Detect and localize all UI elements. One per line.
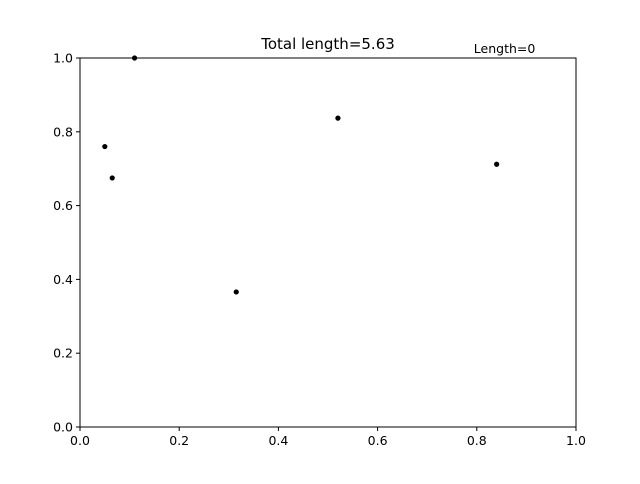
y-tick-label: 0.4 — [53, 272, 73, 287]
chart-title: Total length=5.63 — [260, 35, 395, 53]
data-point — [102, 143, 108, 150]
data-point — [233, 289, 239, 295]
y-tick-label: 0.2 — [53, 346, 73, 361]
data-point — [109, 175, 115, 181]
x-tick-label: 0.2 — [169, 433, 189, 448]
y-tick-label: 0.0 — [53, 420, 73, 435]
data-point — [335, 115, 341, 121]
length-annotation: Length=0 — [474, 41, 536, 56]
y-tick-label: 0.6 — [53, 198, 73, 213]
x-tick-label: 0.0 — [70, 433, 90, 448]
y-tick-label: 1.0 — [53, 51, 73, 66]
y-tick-label: 0.8 — [53, 124, 73, 139]
x-tick-label: 0.6 — [368, 433, 388, 448]
x-tick-label: 0.4 — [268, 433, 288, 448]
data-points — [102, 55, 500, 295]
x-tick-label: 1.0 — [566, 433, 586, 448]
data-point — [494, 161, 500, 167]
x-tick-label: 0.8 — [467, 433, 487, 448]
plot-area — [80, 58, 576, 427]
axis-ticks: 0.0 0.2 0.4 0.6 0.8 1.0 0.0 0.2 0.4 0.6 0.8 1.0 — [53, 51, 586, 449]
axes-frame — [79, 57, 577, 428]
